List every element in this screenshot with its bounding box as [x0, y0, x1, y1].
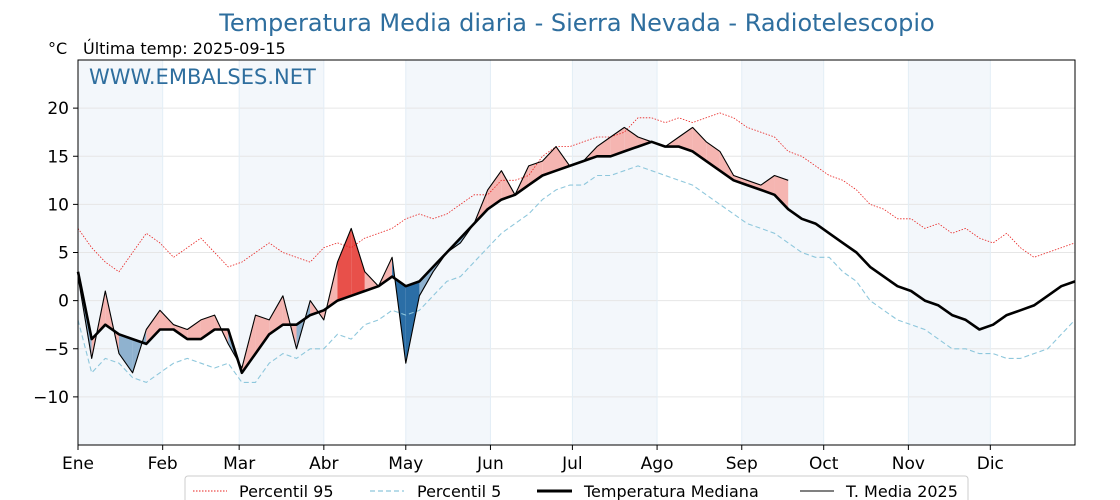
- legend-box: [184, 475, 969, 500]
- y-tick-label: −10: [33, 388, 69, 408]
- x-tick-label: Ene: [62, 454, 94, 474]
- last-temp-label: Última temp: 2025-09-15: [83, 39, 286, 58]
- deviation-fill: [706, 141, 720, 171]
- deviation-fill: [187, 319, 201, 340]
- deviation-fill: [624, 127, 638, 152]
- x-tick-label: Abr: [309, 454, 338, 474]
- deviation-fill: [405, 281, 420, 364]
- x-tick-label: Ago: [641, 454, 674, 474]
- series-line-p5: [77, 165, 1076, 383]
- series-line-current: [77, 126, 789, 374]
- watermark: WWW.EMBALSES.NET: [89, 65, 316, 89]
- x-tick-label: Jun: [476, 454, 504, 474]
- y-axis: −10 −5 0 5 10 15 20: [33, 99, 78, 408]
- x-axis: Ene Feb Mar Abr May Jun Jul Ago Sep Oct Nov Dic: [62, 445, 1004, 474]
- series-lines: [76, 112, 1076, 383]
- deviation-fill: [487, 170, 502, 210]
- deviation-fill: [678, 127, 693, 152]
- deviation-fill: [719, 151, 734, 181]
- y-tick-label: 10: [47, 195, 69, 215]
- y-tick-label: 0: [58, 292, 69, 312]
- deviation-fill: [146, 310, 160, 344]
- deviation-fill: [351, 228, 365, 296]
- series-line-p95: [77, 112, 1076, 273]
- x-tick-label: Feb: [148, 454, 178, 474]
- deviation-fill: [610, 127, 625, 157]
- unit-label: °C: [48, 39, 67, 58]
- x-tick-label: Oct: [809, 454, 839, 474]
- x-tick-label: Mar: [223, 454, 255, 474]
- y-tick-label: −5: [44, 340, 69, 360]
- deviation-fill: [255, 315, 270, 354]
- y-tick-label: 15: [47, 147, 69, 167]
- y-tick-label: 20: [47, 99, 69, 119]
- legend-label-p95: Percentil 95: [239, 482, 334, 500]
- deviation-fill: [200, 315, 215, 340]
- deviation-fill: [542, 146, 557, 176]
- x-tick-label: May: [388, 454, 423, 474]
- x-tick-label: Jul: [561, 454, 583, 474]
- deviation-fill: [501, 170, 516, 200]
- deviation-fill: [528, 161, 543, 186]
- deviation-fill: [337, 228, 352, 301]
- y-tick-label: 5: [58, 244, 69, 264]
- chart-title: Temperatura Media diaria - Sierra Nevada…: [218, 9, 934, 37]
- deviation-fill: [118, 334, 133, 373]
- deviation-fill: [556, 146, 570, 171]
- legend-label-median: Temperatura Mediana: [583, 482, 759, 500]
- deviation-fill: [269, 295, 283, 335]
- x-tick-label: Nov: [892, 454, 925, 474]
- x-tick-label: Sep: [726, 454, 758, 474]
- grid: [77, 60, 1075, 445]
- deviation-fill: [596, 137, 611, 157]
- legend-label-p5: Percentil 5: [417, 482, 501, 500]
- legend-label-current: T. Media 2025: [845, 482, 958, 500]
- deviation-fill: [774, 175, 789, 210]
- x-tick-label: Dic: [977, 454, 1004, 474]
- deviation-fill: [159, 310, 174, 330]
- deviation-fill: [419, 266, 434, 296]
- legend: Percentil 95 Percentil 5 Temperatura Med…: [184, 475, 969, 500]
